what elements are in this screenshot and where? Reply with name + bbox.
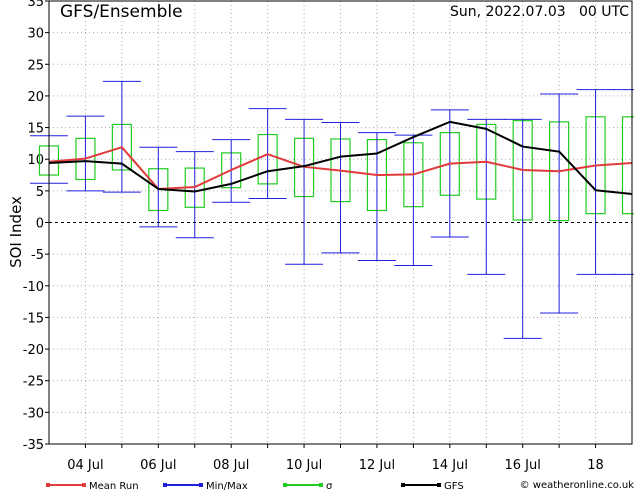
legend-sigma-label: σ [326, 481, 333, 490]
y-tick-label: -15 [23, 311, 44, 326]
legend-sigma-marker [283, 483, 287, 487]
x-tick-label: 10 Jul [286, 458, 322, 473]
legend-mean-run-marker [46, 483, 50, 487]
y-tick-label: 35 [27, 0, 44, 10]
credit-label: © weatheronline.co.uk [520, 480, 634, 490]
y-tick-label: 30 [27, 27, 44, 42]
y-tick-label: 15 [27, 122, 44, 137]
y-axis-label: SOI Index [7, 196, 25, 268]
x-tick-label: 06 Jul [140, 458, 176, 473]
series-lines [48, 120, 633, 196]
legend-sigma-marker [319, 483, 323, 487]
minmax-whiskers [30, 80, 634, 339]
x-tick-label: 12 Jul [359, 458, 395, 473]
y-tick-label: -30 [23, 406, 44, 421]
legend: Mean Run Min/Max σ GFS [46, 481, 464, 490]
y-tick-label: 5 [36, 185, 44, 200]
legend-min-max-marker [199, 483, 203, 487]
legend-gfs-label: GFS [444, 481, 464, 490]
x-tick-label: 16 Jul [505, 458, 541, 473]
y-tick-label: -20 [23, 343, 44, 358]
legend-min-max-label: Min/Max [206, 481, 248, 490]
x-tick-label: 08 Jul [213, 458, 249, 473]
y-tick-label: 20 [27, 90, 44, 105]
y-tick-label: -35 [23, 438, 44, 453]
x-tick-label: 18 [587, 458, 604, 473]
mean-run-line [48, 146, 633, 190]
y-tick-labels: 35 30 25 20 15 10 5 0 -5 -10 -15 -20 -25 -30 -35 [23, 0, 44, 453]
x-tick-label: 14 Jul [432, 458, 468, 473]
y-tick-label: 10 [27, 153, 44, 168]
gfs-line [48, 120, 633, 196]
y-tick-label: -25 [23, 375, 44, 390]
y-tick-label: -10 [23, 280, 44, 295]
legend-mean-run-marker [82, 483, 86, 487]
y-tick-label: -5 [31, 248, 44, 263]
y-tick-label: 25 [27, 58, 44, 73]
legend-mean-run-label: Mean Run [89, 481, 139, 490]
legend-min-max-marker [163, 483, 167, 487]
chart-title: GFS/Ensemble [60, 2, 183, 22]
x-tick-label: 04 Jul [67, 458, 103, 473]
y-tick-label: 0 [36, 217, 44, 232]
axis-ticks [45, 0, 597, 448]
legend-gfs-marker [437, 483, 441, 487]
x-tick-labels: 04 Jul 06 Jul 08 Jul 10 Jul 12 Jul 14 Jul 16 J… [67, 458, 604, 473]
legend-gfs-marker [401, 483, 405, 487]
date-label: Sun, 2022.07.03 00 UTC [450, 4, 629, 20]
